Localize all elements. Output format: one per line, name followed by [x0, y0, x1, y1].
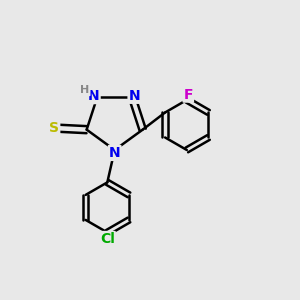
Text: S: S — [49, 121, 59, 135]
Text: N: N — [128, 89, 140, 103]
Text: F: F — [184, 88, 193, 102]
Text: N: N — [109, 146, 121, 160]
Text: N: N — [88, 89, 100, 103]
Text: Cl: Cl — [100, 232, 115, 246]
Text: H: H — [80, 85, 90, 95]
